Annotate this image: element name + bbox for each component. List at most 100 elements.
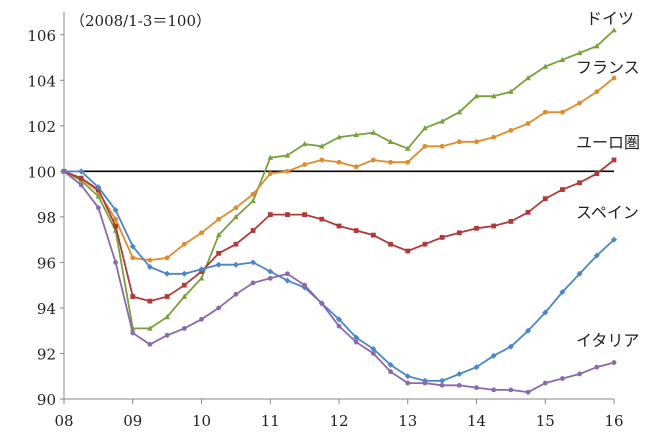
data-point — [370, 232, 376, 238]
data-point — [302, 212, 308, 218]
data-point — [439, 118, 445, 124]
data-point — [491, 223, 497, 229]
data-point — [146, 263, 153, 270]
data-point — [456, 382, 462, 388]
data-point — [456, 109, 463, 115]
data-point — [181, 293, 188, 299]
data-point — [387, 361, 394, 368]
data-point — [508, 219, 514, 224]
data-point — [147, 298, 153, 304]
y-tick-label: 96 — [37, 254, 56, 272]
data-point — [284, 152, 291, 158]
series-germany — [61, 27, 617, 331]
data-point — [353, 339, 359, 345]
data-point — [594, 364, 600, 370]
data-point — [422, 143, 428, 149]
x-tick-label: 14 — [467, 412, 486, 430]
data-point — [508, 127, 514, 133]
data-point — [250, 228, 256, 233]
data-point — [113, 260, 118, 265]
x-tick-label: 11 — [261, 412, 280, 430]
data-point — [199, 316, 204, 322]
data-point — [284, 277, 291, 284]
data-point — [302, 282, 308, 288]
data-point — [404, 145, 411, 151]
data-point — [285, 212, 290, 218]
data-point — [542, 196, 548, 202]
data-point — [388, 159, 393, 165]
data-point — [474, 225, 479, 231]
y-tick-label: 102 — [27, 118, 56, 136]
data-point — [112, 207, 119, 214]
series-spain — [61, 168, 617, 384]
data-point — [267, 212, 273, 218]
data-point — [542, 380, 548, 386]
data-point — [267, 154, 274, 160]
data-point — [216, 250, 222, 256]
y-tick-label: 90 — [37, 391, 56, 409]
data-point — [216, 216, 222, 222]
data-point — [473, 93, 480, 99]
chart-series — [61, 27, 617, 395]
series-line-france — [63, 77, 615, 262]
data-point — [370, 345, 377, 352]
data-point — [542, 309, 549, 316]
data-point — [456, 139, 462, 145]
data-point — [456, 230, 462, 236]
data-point — [113, 216, 118, 222]
data-point — [542, 63, 549, 69]
data-point — [147, 341, 153, 347]
data-point — [353, 164, 359, 170]
data-point — [611, 360, 617, 365]
data-point — [250, 191, 256, 197]
data-point — [577, 180, 583, 186]
data-point — [78, 182, 84, 188]
x-tick-label: 10 — [192, 412, 211, 430]
x-tick-label: 09 — [123, 412, 142, 430]
data-point — [353, 228, 359, 233]
data-point — [198, 266, 205, 273]
data-point — [491, 134, 497, 140]
data-point — [559, 289, 566, 296]
series-label-eurozone: ユーロ圏 — [576, 133, 640, 152]
data-point — [164, 332, 170, 338]
data-point — [370, 129, 377, 135]
data-point — [405, 380, 411, 386]
data-point — [404, 373, 411, 380]
data-point — [233, 241, 239, 247]
data-point — [490, 93, 497, 99]
data-point — [78, 168, 85, 175]
data-point — [181, 326, 187, 331]
data-point — [525, 75, 531, 81]
data-point — [560, 109, 565, 115]
y-tick-label: 94 — [37, 300, 56, 318]
data-point — [95, 205, 101, 211]
data-point — [611, 236, 617, 243]
data-point — [422, 241, 428, 247]
data-point — [215, 261, 222, 268]
data-point — [336, 159, 342, 165]
data-point — [422, 380, 428, 386]
data-point — [490, 352, 497, 359]
data-point — [198, 275, 205, 281]
data-point — [130, 255, 136, 261]
data-point — [267, 268, 274, 275]
series-italy — [61, 168, 617, 395]
x-tick-label: 12 — [329, 412, 348, 430]
data-point — [267, 275, 273, 281]
data-point — [216, 305, 222, 311]
data-point — [164, 314, 170, 320]
chart-annotation: （2008/1-3＝100） — [70, 12, 211, 30]
series-eurozone — [61, 157, 617, 304]
data-point — [508, 88, 514, 94]
data-point — [439, 382, 445, 388]
data-point — [525, 121, 531, 126]
data-point — [250, 280, 256, 286]
series-line-germany — [63, 29, 615, 330]
data-point — [336, 316, 342, 323]
x-tick-label: 15 — [536, 412, 555, 430]
data-point — [388, 241, 393, 247]
data-point — [250, 197, 256, 204]
data-point — [319, 143, 325, 149]
